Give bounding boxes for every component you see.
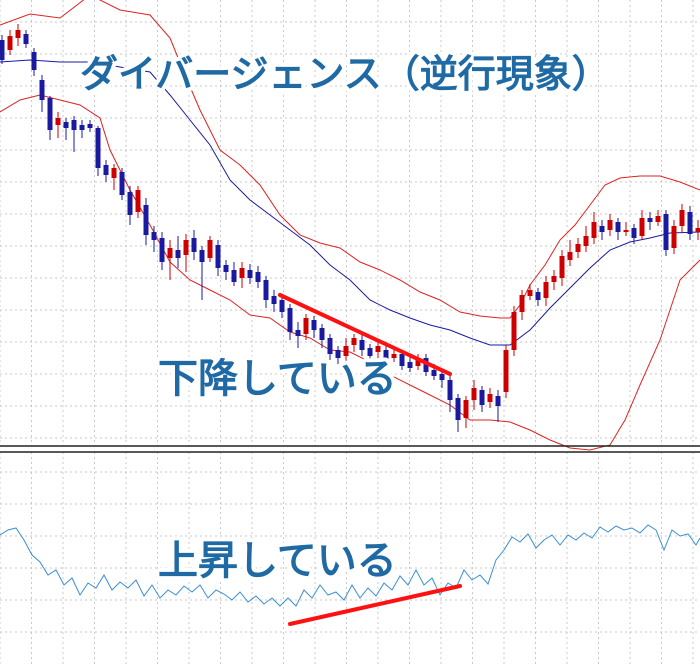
candle xyxy=(127,186,133,225)
candle xyxy=(487,388,493,408)
candle xyxy=(223,260,229,280)
candle xyxy=(15,24,21,46)
bollinger-middle-band xyxy=(0,59,700,346)
candle xyxy=(375,340,381,360)
candle xyxy=(119,168,125,200)
candle xyxy=(471,380,477,410)
candle xyxy=(607,214,613,236)
candle xyxy=(335,346,341,364)
candle xyxy=(351,334,357,352)
candle xyxy=(639,210,645,240)
candle xyxy=(279,296,285,318)
candle xyxy=(135,186,141,218)
candle xyxy=(567,240,573,266)
candle xyxy=(239,262,245,288)
candle xyxy=(519,290,525,320)
candle xyxy=(55,112,61,138)
candle xyxy=(95,126,101,176)
candle xyxy=(503,345,509,398)
candle xyxy=(63,118,69,140)
candle xyxy=(143,198,149,245)
candle xyxy=(271,290,277,312)
candle xyxy=(671,220,677,254)
candle xyxy=(287,304,293,340)
candle xyxy=(655,210,661,226)
candle xyxy=(535,288,541,306)
candle xyxy=(47,96,53,140)
candle xyxy=(151,226,157,252)
bollinger-lower-band xyxy=(0,94,700,451)
candle xyxy=(527,284,533,300)
candle xyxy=(463,396,469,428)
candle xyxy=(191,230,197,260)
price-panel xyxy=(0,0,700,451)
candle xyxy=(207,236,213,262)
candle xyxy=(111,164,117,190)
candle xyxy=(623,222,629,236)
candle xyxy=(79,120,85,138)
candle xyxy=(7,30,13,55)
candle xyxy=(551,270,557,290)
candle xyxy=(23,30,29,48)
candle xyxy=(663,210,669,256)
candle xyxy=(511,306,517,356)
candle xyxy=(415,354,421,370)
candle xyxy=(455,394,461,432)
oscillator-annotation: 上昇している xyxy=(158,538,397,584)
oscillator-trend-line xyxy=(288,584,462,626)
candle xyxy=(327,334,333,360)
candle xyxy=(359,334,365,356)
candle xyxy=(495,390,501,422)
candle xyxy=(615,218,621,240)
candle xyxy=(559,250,565,286)
candle xyxy=(599,220,605,240)
candle xyxy=(159,232,165,270)
candle xyxy=(319,324,325,348)
candle xyxy=(103,160,109,182)
candle xyxy=(31,48,37,76)
oscillator-line xyxy=(0,524,700,607)
candle xyxy=(479,386,485,412)
candle xyxy=(591,212,597,244)
candle xyxy=(383,346,389,366)
candle xyxy=(439,370,445,388)
candle xyxy=(647,212,653,230)
candle xyxy=(231,262,237,286)
candle xyxy=(0,35,5,64)
candle xyxy=(247,264,253,284)
candle xyxy=(71,116,77,152)
candle xyxy=(543,276,549,306)
candle xyxy=(295,322,301,348)
oscillator-panel xyxy=(0,524,700,626)
candle xyxy=(263,276,269,308)
candle xyxy=(255,266,261,288)
candle xyxy=(695,220,700,240)
candle xyxy=(391,348,397,362)
candle xyxy=(215,240,221,276)
candlesticks xyxy=(0,24,700,432)
candle xyxy=(687,206,693,240)
price-trend-line xyxy=(278,293,452,376)
candle xyxy=(167,240,173,280)
price-annotation: 下降している xyxy=(158,356,397,402)
candle xyxy=(447,376,453,412)
candle xyxy=(367,344,373,362)
candle xyxy=(183,234,189,272)
candle xyxy=(39,75,45,112)
candle xyxy=(199,246,205,300)
candle xyxy=(87,120,93,132)
candle xyxy=(575,238,581,258)
candle xyxy=(679,204,685,232)
candle xyxy=(631,224,637,244)
candle xyxy=(303,314,309,340)
chart-title: ダイバージェンス（逆行現象） xyxy=(80,52,610,96)
candle xyxy=(343,338,349,362)
candle xyxy=(407,356,413,372)
candle xyxy=(175,236,181,268)
candle xyxy=(311,316,317,338)
bollinger-upper-band xyxy=(0,0,700,319)
candle xyxy=(583,226,589,252)
